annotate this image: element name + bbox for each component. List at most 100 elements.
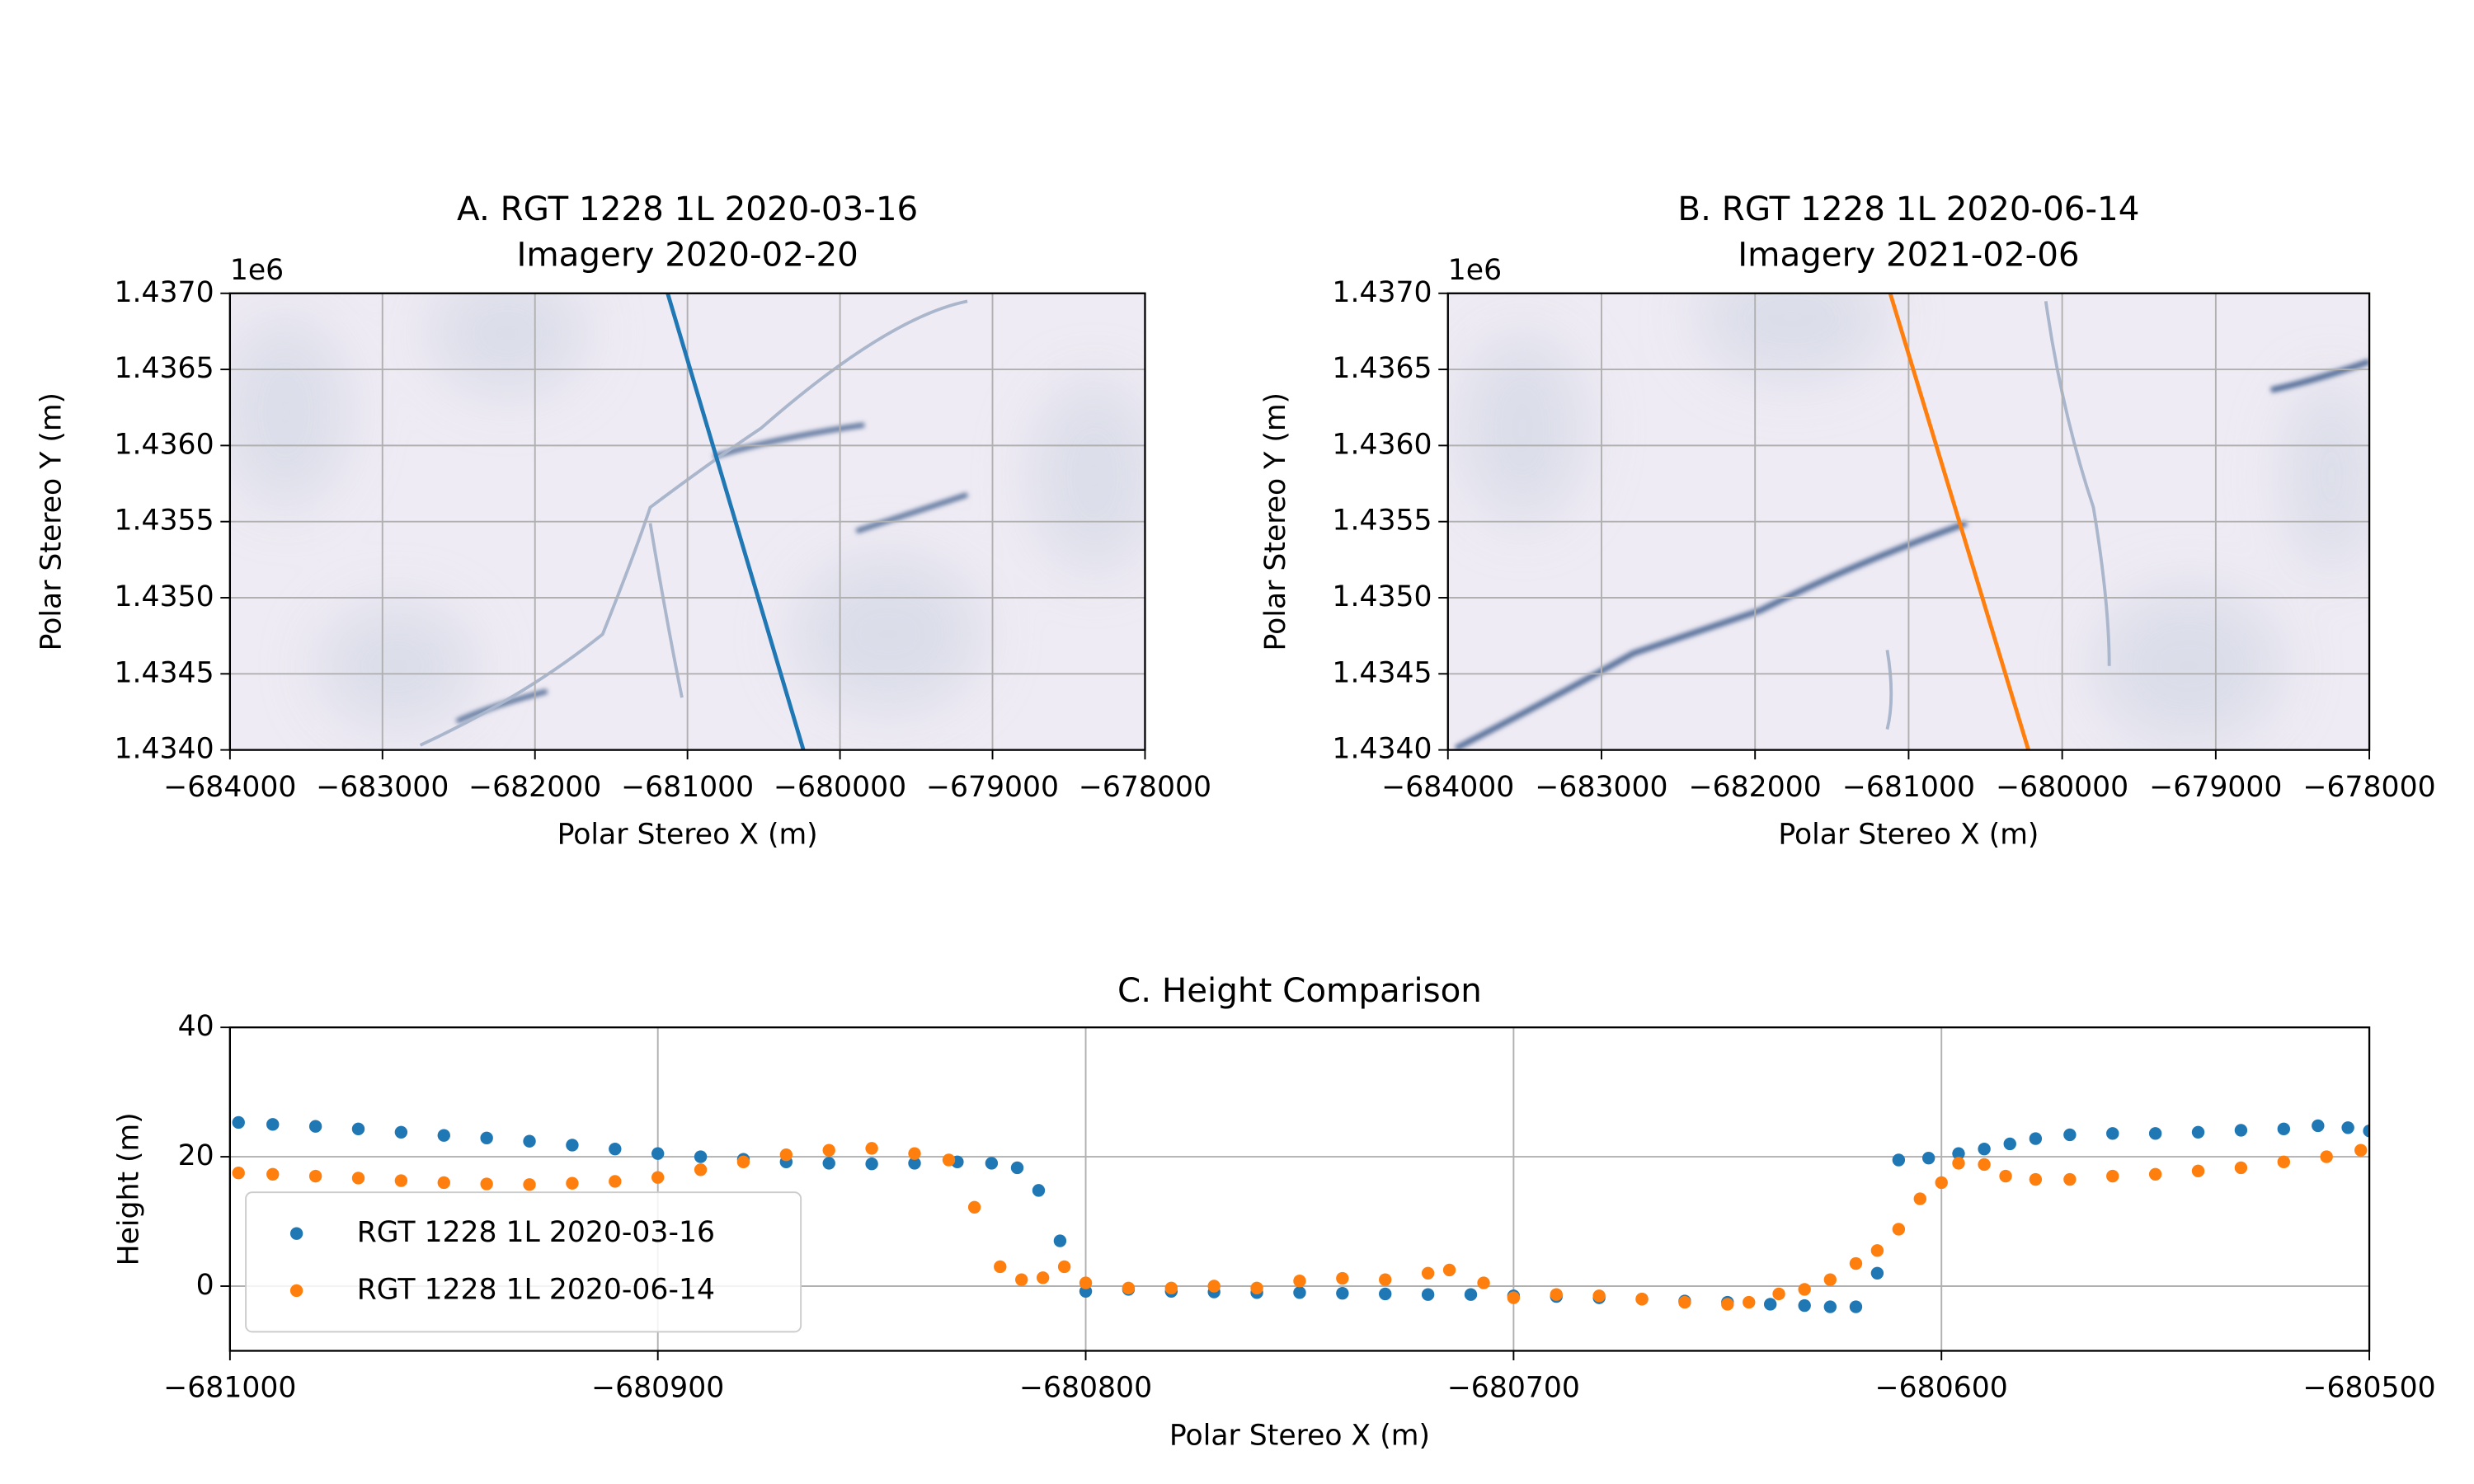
- data-point: [480, 1131, 493, 1145]
- data-point: [1036, 1271, 1050, 1284]
- track-line: [1888, 293, 2030, 750]
- y-tick-label: 1.4370: [1332, 276, 1432, 309]
- x-axis-label: Polar Stereo X (m): [1778, 818, 2039, 851]
- data-point: [2191, 1125, 2205, 1139]
- data-point: [308, 1169, 322, 1183]
- y-tick-label: 0: [196, 1269, 214, 1302]
- y-tick-label: 1.4365: [115, 352, 214, 385]
- data-point: [2363, 1125, 2370, 1138]
- track-line: [666, 293, 806, 750]
- data-point: [779, 1148, 793, 1162]
- data-point: [1057, 1260, 1071, 1274]
- chart-subtitle: Imagery 2020-02-20: [516, 236, 858, 275]
- data-point: [1743, 1295, 1756, 1309]
- data-point: [1293, 1286, 1306, 1299]
- y-tick-label: 1.4360: [115, 428, 214, 461]
- x-tick-label: −679000: [926, 771, 1059, 804]
- data-point: [1053, 1234, 1067, 1247]
- data-point: [351, 1122, 365, 1136]
- data-point: [1477, 1276, 1490, 1289]
- data-point: [1015, 1273, 1028, 1286]
- data-point: [1935, 1176, 1948, 1190]
- x-tick-label: −680800: [1019, 1372, 1152, 1405]
- data-point: [1507, 1291, 1521, 1304]
- legend-box: [245, 1191, 802, 1333]
- plot-area: [666, 293, 806, 750]
- data-point: [1798, 1298, 1811, 1313]
- plot-area: [232, 1115, 2370, 1313]
- data-point: [609, 1175, 622, 1188]
- x-tick-label: −680500: [2303, 1372, 2436, 1405]
- y-tick-label: 1.4345: [1332, 656, 1432, 689]
- data-point: [1849, 1256, 1863, 1270]
- legend-label: RGT 1228 1L 2020-06-14: [357, 1273, 715, 1306]
- data-point: [1010, 1161, 1024, 1175]
- data-point: [1421, 1288, 1435, 1301]
- x-tick-label: −679000: [2149, 771, 2282, 804]
- data-point: [822, 1144, 835, 1157]
- data-point: [266, 1118, 280, 1131]
- data-point: [908, 1157, 921, 1170]
- data-point: [1079, 1276, 1093, 1289]
- y-tick-label: 1.4340: [1332, 733, 1432, 766]
- chart-subtitle: Imagery 2021-02-06: [1738, 236, 2079, 275]
- legend-marker: [289, 1227, 303, 1240]
- data-point: [1892, 1153, 1906, 1167]
- x-tick-label: −681000: [621, 771, 754, 804]
- data-point: [1892, 1223, 1906, 1236]
- data-point: [266, 1167, 280, 1181]
- data-point: [1721, 1298, 1734, 1311]
- data-point: [2029, 1172, 2043, 1186]
- chart-title: B. RGT 1228 1L 2020-06-14: [1677, 190, 2139, 228]
- y-tick-label: 20: [178, 1139, 214, 1172]
- data-point: [1250, 1281, 1263, 1295]
- data-point: [1978, 1158, 1991, 1172]
- data-point: [1379, 1273, 1392, 1286]
- data-point: [2003, 1137, 2016, 1151]
- y-tick-label: 1.4355: [1332, 505, 1432, 538]
- data-point: [1592, 1289, 1606, 1303]
- x-tick-label: −681000: [1842, 771, 1975, 804]
- data-point: [1336, 1286, 1349, 1300]
- data-point: [1913, 1192, 1926, 1205]
- x-tick-label: −680600: [1875, 1372, 2008, 1405]
- data-point: [2063, 1172, 2077, 1186]
- data-point: [2191, 1164, 2205, 1178]
- x-tick-label: −678000: [1079, 771, 1211, 804]
- data-point: [1464, 1288, 1478, 1301]
- data-point: [2354, 1144, 2368, 1157]
- y-tick-label: 1.4350: [1332, 580, 1432, 613]
- data-point: [1550, 1288, 1563, 1301]
- y-tick-label: 40: [178, 1010, 214, 1043]
- data-point: [566, 1176, 579, 1190]
- data-point: [1870, 1266, 1884, 1280]
- data-point: [1764, 1298, 1777, 1311]
- y-tick-label: 1.4360: [1332, 428, 1432, 461]
- imagery-a: [229, 293, 1145, 750]
- data-point: [437, 1129, 450, 1142]
- axes-frame: [228, 1026, 2371, 1352]
- data-point: [1823, 1273, 1837, 1286]
- x-tick-label: −682000: [1689, 771, 1822, 804]
- imagery-b: [1447, 293, 2370, 750]
- data-point: [1978, 1142, 1991, 1156]
- plot-area: [1888, 293, 2030, 750]
- data-point: [2234, 1161, 2248, 1175]
- x-tick-label: −680900: [591, 1372, 724, 1405]
- data-point: [1870, 1244, 1884, 1257]
- x-tick-label: −683000: [1535, 771, 1667, 804]
- x-axis-label: Polar Stereo X (m): [1169, 1419, 1430, 1452]
- y-offset-label: 1e6: [230, 254, 284, 287]
- data-point: [394, 1174, 408, 1187]
- data-point: [2234, 1124, 2248, 1137]
- data-point: [609, 1142, 622, 1156]
- x-axis-label: Polar Stereo X (m): [557, 818, 818, 851]
- y-axis-label: Polar Stereo Y (m): [1259, 392, 1292, 651]
- data-point: [2341, 1121, 2354, 1134]
- data-point: [967, 1200, 981, 1214]
- data-point: [994, 1260, 1007, 1274]
- data-point: [942, 1153, 956, 1167]
- y-tick-label: 1.4355: [115, 505, 214, 538]
- data-point: [2029, 1132, 2043, 1145]
- x-tick-label: −684000: [1381, 771, 1514, 804]
